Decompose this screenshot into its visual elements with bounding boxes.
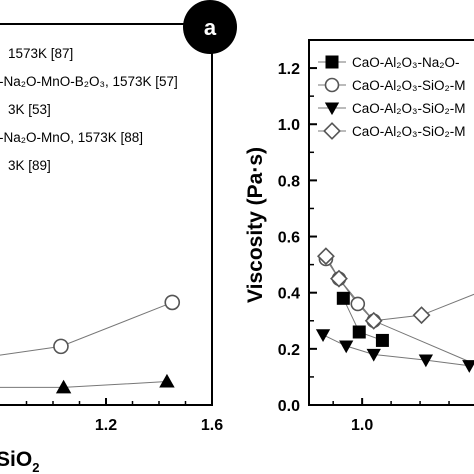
right-y-tick-label: 1.0: [278, 117, 300, 134]
right-series-1-point: [352, 325, 366, 339]
right-legend-label: CaO-Al₂O₃-SiO₂-M: [352, 101, 465, 116]
panel-label-badge: a: [183, 0, 237, 54]
right-y-tick-label: 0.4: [278, 286, 300, 303]
panel-label-circle: [183, 0, 237, 54]
right-legend-entry-4: CaO-Al₂O₃-SiO₂-M: [318, 122, 465, 140]
right-legend-label: CaO-Al₂O₃-Na₂O-: [352, 55, 460, 70]
right-legend-marker: [323, 122, 341, 140]
left-x-tick-label: 1.6: [201, 417, 223, 434]
right-legend-marker: [325, 55, 339, 69]
right-series-3-point: [418, 354, 434, 368]
right-legend-entry-2: CaO-Al₂O₃-SiO₂-M: [318, 77, 465, 93]
left-series-2-point: [159, 373, 175, 388]
right-legend-label: CaO-Al₂O₃-SiO₂-M: [352, 78, 465, 93]
left-legend-entry-4: -Na₂O-MnO, 1573K [88]: [0, 130, 143, 145]
right-x-tick-label: 1.0: [351, 417, 373, 434]
left-legend-entry-3: 3K [53]: [8, 102, 51, 117]
right-series-4-point: [364, 311, 383, 330]
left-series-1-line: [0, 301, 173, 356]
right-series-2-point: [350, 296, 366, 312]
right-y-tick-label: 0.6: [278, 230, 300, 247]
right-series-3-point: [462, 360, 474, 373]
right-y-tick-label: 0.0: [278, 398, 300, 415]
right-y-axis-label: Viscosity (Pa·s): [244, 147, 267, 303]
left-legend-entry-1: 1573K [87]: [8, 46, 73, 61]
panel-label-text: a: [204, 15, 217, 40]
left-series-1-point: [164, 294, 181, 311]
right-series-3-point: [366, 348, 381, 362]
right-series-1-point: [375, 333, 389, 347]
right-legend-entry-1: CaO-Al₂O₃-Na₂O-: [318, 55, 460, 70]
right-y-tick-label: 0.2: [278, 342, 300, 359]
right-series-4-point: [412, 306, 431, 325]
right-series-4-line: [325, 255, 474, 322]
right-series-1-point: [336, 291, 350, 305]
right-legend-marker: [324, 77, 340, 93]
right-legend-marker: [324, 102, 340, 116]
right-chart: 0.0 0.2 0.4 0.6 0.8 1.0 1.2 1.0 CaO-Al₂O₃-Na₂O-…: [244, 39, 474, 434]
right-series-3-point: [315, 329, 331, 342]
left-series-1-point: [53, 338, 69, 355]
left-x-axis-label: SiO2: [0, 448, 39, 474]
left-x-tick-label: 1.2: [95, 417, 117, 434]
right-y-tick-label: 1.2: [278, 61, 300, 78]
right-series-4-point: [330, 269, 348, 288]
right-legend-label: CaO-Al₂O₃-SiO₂-M: [352, 124, 465, 139]
right-plot-frame: [308, 39, 474, 406]
right-y-tick-label: 0.8: [278, 173, 300, 190]
left-series-2-line: [0, 381, 167, 388]
left-legend-entry-2: -Na₂O-MnO-B₂O₃, 1573K [57]: [0, 74, 178, 89]
left-legend-entry-5: 3K [89]: [8, 158, 51, 173]
left-series-2-point: [55, 379, 72, 394]
right-series-4-point: [316, 247, 335, 266]
right-legend-entry-3: CaO-Al₂O₃-SiO₂-M: [318, 101, 465, 116]
left-x-axis-label-subscript: 2: [32, 460, 39, 474]
left-chart: 1.2 1.6 1573K [87] -Na₂O-MnO-B₂O₃, 1573K […: [0, 23, 223, 474]
right-series-3-point: [339, 340, 354, 354]
left-x-axis-label-main: SiO: [0, 448, 32, 471]
